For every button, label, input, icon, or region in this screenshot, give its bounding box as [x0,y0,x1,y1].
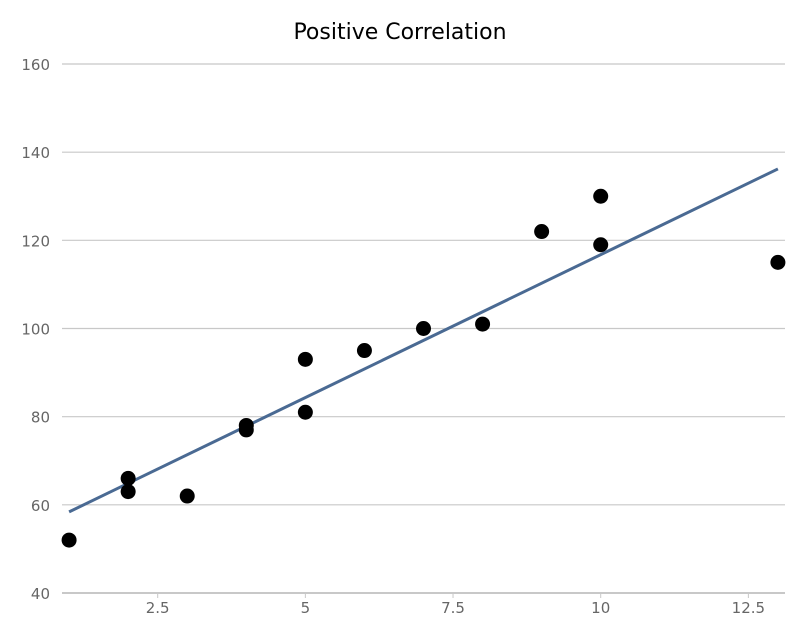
y-tick-label: 60 [31,497,50,515]
data-point [179,488,195,504]
y-tick-label: 160 [21,56,50,74]
x-tick-label: 5 [301,599,311,617]
data-point [356,343,372,359]
chart-title: Positive Correlation [293,20,506,45]
data-point [770,254,786,270]
data-point [61,532,77,548]
x-tick-label: 12.5 [732,599,765,617]
data-point [238,422,254,438]
x-tick-label: 10 [591,599,610,617]
data-point [120,470,136,486]
trend-line [68,167,779,514]
data-point [593,188,609,204]
y-tick-label: 120 [21,232,50,250]
y-tick-label: 80 [31,409,50,427]
y-tick-label: 40 [31,585,50,603]
y-tick-label: 140 [21,144,50,162]
data-point [475,316,491,332]
x-tick-label: 7.5 [441,599,465,617]
data-point [297,351,313,367]
y-tick-label: 100 [21,321,50,339]
data-point [120,484,136,500]
data-point [534,224,550,240]
x-tick-label: 2.5 [146,599,170,617]
data-point [297,404,313,420]
data-point [593,237,609,253]
data-point [416,321,431,336]
